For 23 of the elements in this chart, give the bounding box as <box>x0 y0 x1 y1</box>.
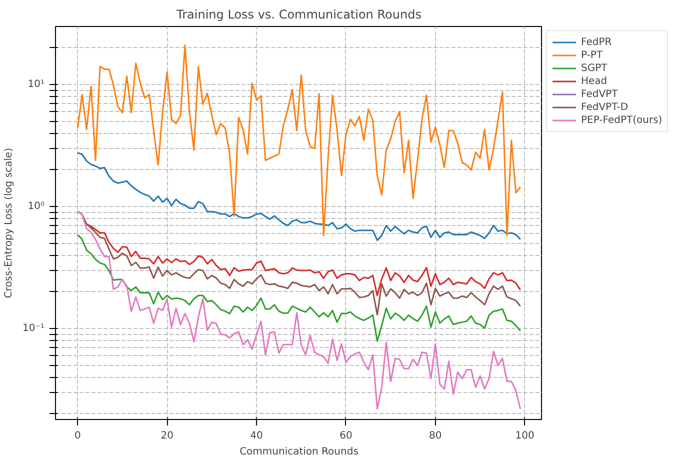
legend-label: PEP-FedPT(ours) <box>581 114 662 126</box>
chart-title: Training Loss vs. Communication Rounds <box>176 8 422 22</box>
x-tick-label: 20 <box>160 430 174 442</box>
legend-label: P-PT <box>581 50 603 60</box>
y-axis-title: Cross-Entropy Loss (log scale) <box>3 148 14 298</box>
x-tick-label: 100 <box>515 430 534 442</box>
line-series <box>76 152 522 242</box>
legend-label: SGPT <box>581 62 608 74</box>
x-axis-title: Communication Rounds <box>240 446 358 458</box>
legend-label: FedVPT-D <box>581 102 628 112</box>
legend-label: FedPR <box>581 36 612 48</box>
y-tick-label: 10⁰ <box>28 201 44 212</box>
legend-label: FedVPT <box>581 88 618 100</box>
line-series <box>76 234 522 342</box>
line-series <box>76 44 522 236</box>
x-tick-label: 40 <box>250 430 263 442</box>
x-tick-label: 80 <box>429 430 442 442</box>
y-tick-label: 10¹ <box>28 79 44 90</box>
line-series <box>76 210 522 410</box>
y-tick-label: 10⁻¹ <box>22 323 45 334</box>
x-tick-label: 60 <box>340 430 352 442</box>
legend-label: Head <box>581 76 608 86</box>
x-tick-label: 0 <box>74 430 81 442</box>
